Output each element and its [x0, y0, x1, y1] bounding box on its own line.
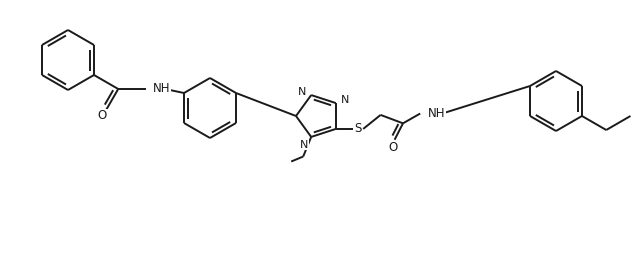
Text: O: O	[388, 141, 398, 154]
Text: N: N	[300, 140, 308, 150]
Text: S: S	[354, 122, 362, 135]
Text: NH: NH	[428, 107, 446, 120]
Text: O: O	[98, 109, 107, 122]
Text: NH: NH	[153, 81, 170, 94]
Text: N: N	[298, 87, 306, 97]
Text: N: N	[341, 95, 349, 105]
